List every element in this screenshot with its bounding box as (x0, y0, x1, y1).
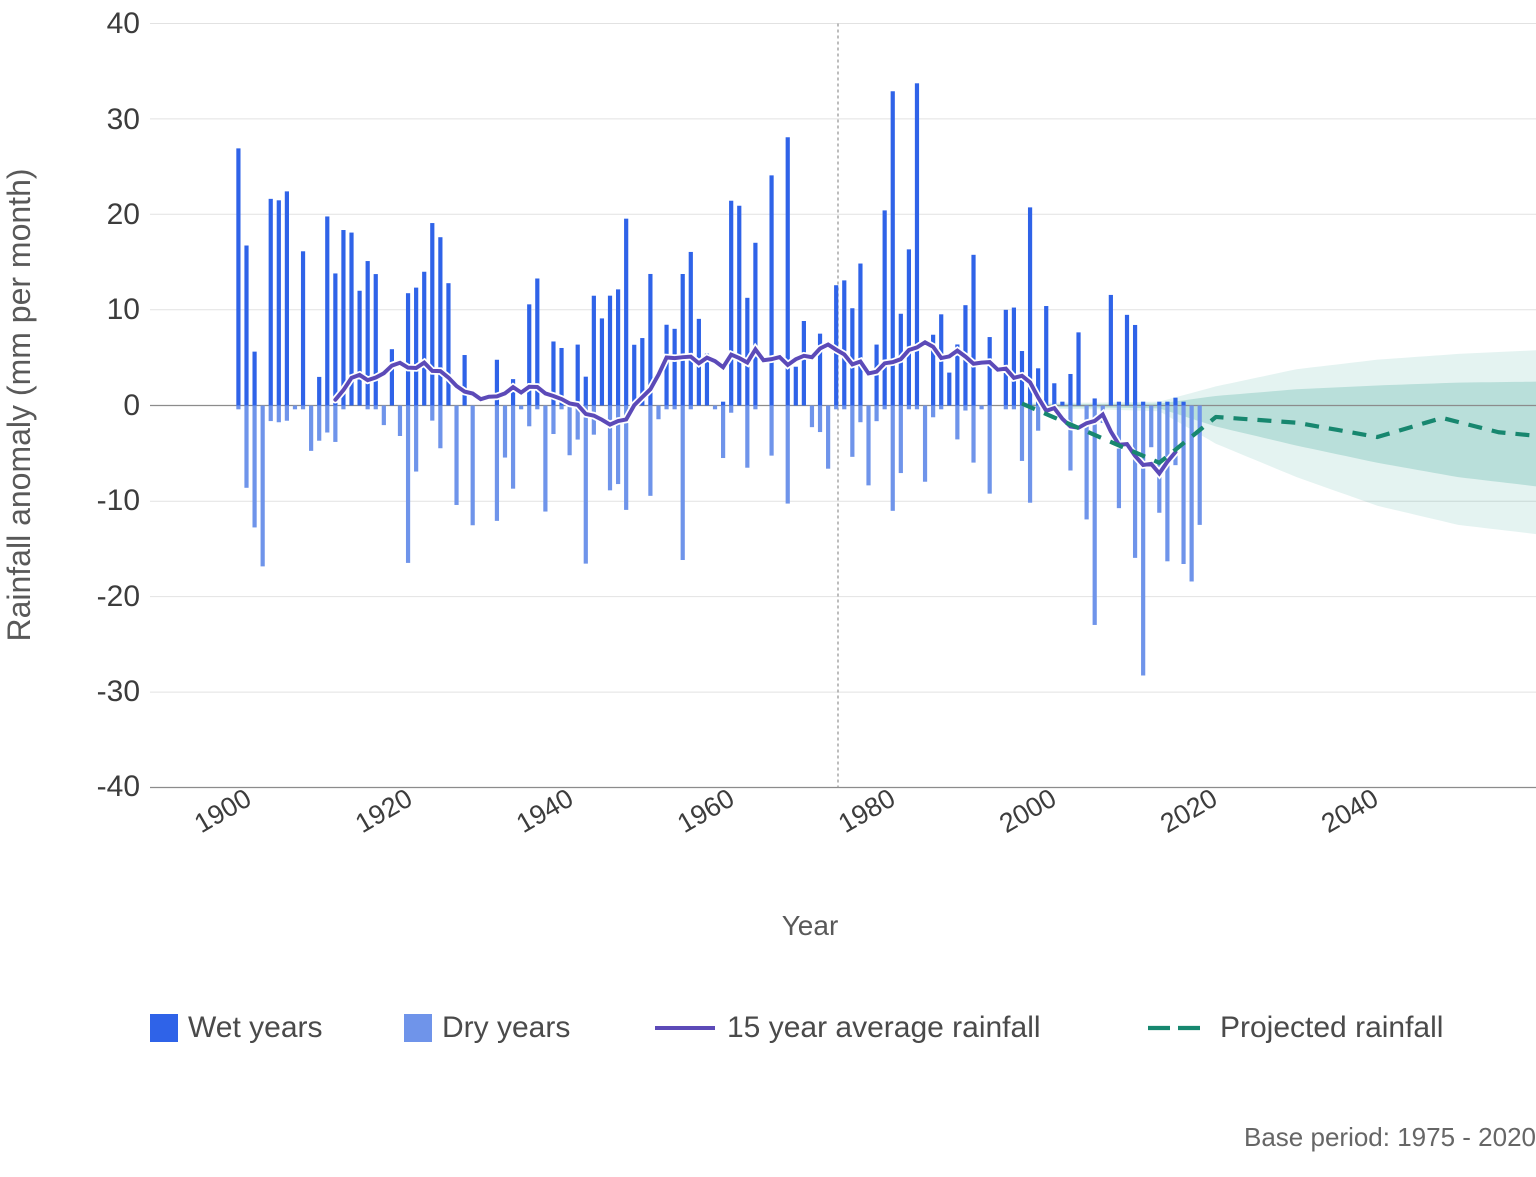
svg-text:2020: 2020 (1155, 783, 1222, 839)
svg-text:Rainfall anomaly (mm per month: Rainfall anomaly (mm per month) (1, 168, 37, 641)
svg-text:-10: -10 (97, 484, 140, 517)
svg-text:0: 0 (123, 389, 140, 422)
svg-text:Year: Year (782, 910, 839, 941)
svg-text:Dry years: Dry years (442, 1011, 570, 1044)
svg-text:-20: -20 (97, 580, 140, 613)
svg-text:-40: -40 (97, 770, 140, 803)
svg-text:15 year average rainfall: 15 year average rainfall (727, 1011, 1041, 1044)
svg-text:2000: 2000 (994, 783, 1061, 839)
svg-text:30: 30 (107, 103, 140, 136)
svg-text:Wet years: Wet years (188, 1011, 323, 1044)
svg-text:1960: 1960 (672, 783, 739, 839)
svg-text:40: 40 (107, 7, 140, 40)
svg-text:1940: 1940 (511, 783, 578, 839)
svg-text:2040: 2040 (1316, 783, 1383, 839)
svg-text:1980: 1980 (833, 783, 900, 839)
svg-text:Projected rainfall: Projected rainfall (1220, 1011, 1443, 1044)
svg-text:Base period: 1975 - 2020: Base period: 1975 - 2020 (1244, 1122, 1536, 1152)
svg-text:1900: 1900 (189, 783, 256, 839)
svg-text:1920: 1920 (350, 783, 417, 839)
svg-text:20: 20 (107, 198, 140, 231)
svg-text:-30: -30 (97, 675, 140, 708)
svg-text:10: 10 (107, 293, 140, 326)
